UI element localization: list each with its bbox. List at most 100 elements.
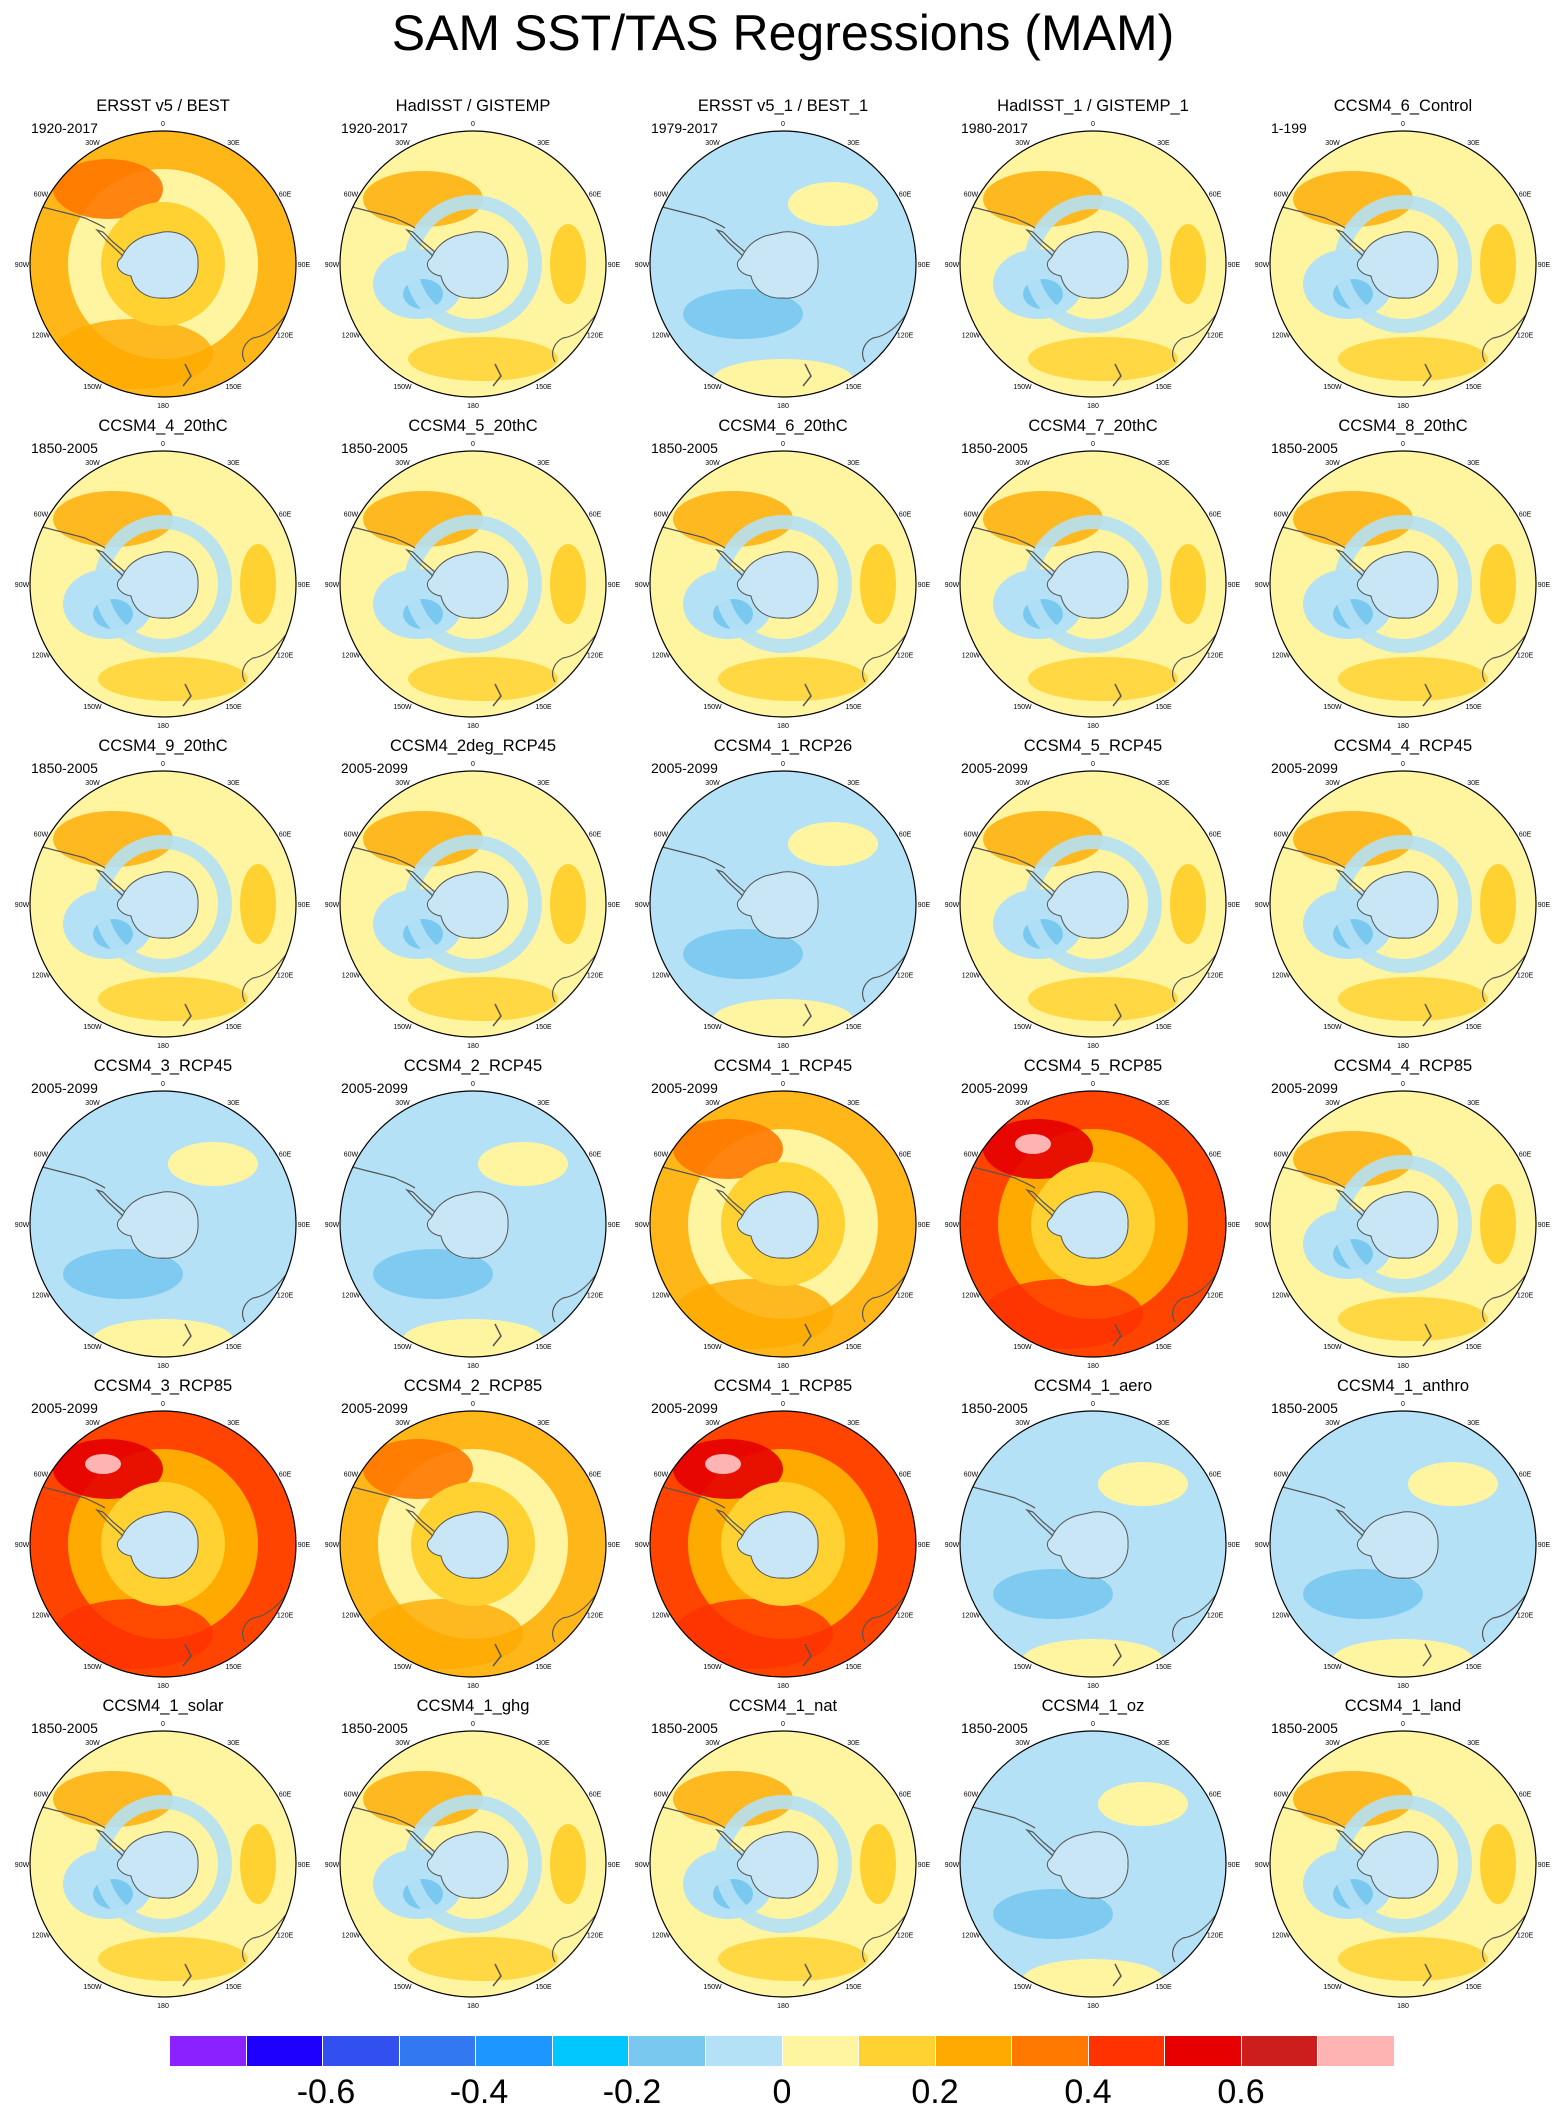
- longitude-label: 30W: [395, 140, 410, 147]
- longitude-label: 120W: [962, 653, 981, 660]
- longitude-label: 120E: [277, 653, 294, 660]
- period-label: 1920-2017: [31, 120, 98, 136]
- colorbar: [170, 2036, 1394, 2066]
- longitude-label: 0: [471, 1721, 475, 1728]
- longitude-label: 90E: [918, 1862, 931, 1869]
- longitude-label: 120W: [1272, 1293, 1291, 1300]
- longitude-label: 120E: [1517, 973, 1534, 980]
- longitude-label: 150E: [535, 1664, 552, 1671]
- longitude-label: 150E: [225, 1984, 242, 1991]
- longitude-label: 0: [1091, 121, 1095, 128]
- new-zealand-coastline: [802, 1643, 812, 1667]
- longitude-label: 90W: [945, 1542, 960, 1549]
- longitude-label: 90E: [918, 582, 931, 589]
- warm-anomaly-patch: [860, 544, 896, 624]
- australia-coastline: [551, 1263, 604, 1323]
- longitude-label: 150W: [1013, 1024, 1032, 1031]
- longitude-label: 60E: [899, 1152, 912, 1159]
- period-label: 1850-2005: [341, 1720, 408, 1736]
- longitude-label: 30W: [395, 460, 410, 467]
- warm-anomaly-patch: [673, 491, 793, 547]
- warm-anomaly-patch: [1338, 337, 1488, 381]
- south-america-coastline: [960, 523, 1036, 549]
- longitude-label: 120E: [587, 1933, 604, 1940]
- warm-anomaly-patch: [240, 544, 276, 624]
- warm-anomaly-patch: [860, 1824, 896, 1904]
- longitude-label: 0: [471, 761, 475, 768]
- longitude-label: 150W: [1013, 1344, 1032, 1351]
- panel-title: HadISST / GISTEMP: [395, 97, 551, 115]
- new-zealand-coastline: [492, 1963, 502, 1987]
- longitude-label: 150E: [535, 1024, 552, 1031]
- map-boundary-circle: [29, 1090, 297, 1358]
- warm-anomaly-patch: [713, 359, 853, 397]
- longitude-label: 150W: [1323, 384, 1342, 391]
- longitude-label: 120E: [587, 333, 604, 340]
- inner-anomaly-ring: [714, 1795, 852, 1933]
- longitude-label: 150E: [535, 1984, 552, 1991]
- panel-title: CCSM4_1_RCP26: [713, 737, 853, 755]
- longitude-label: 120W: [342, 333, 361, 340]
- extreme-anomaly-patch: [1015, 1134, 1051, 1154]
- panel-title: CCSM4_1_oz: [1041, 1697, 1145, 1715]
- map-boundary-circle: [29, 130, 297, 398]
- south-america-coastline: [650, 203, 726, 229]
- longitude-label: 90W: [635, 1222, 650, 1229]
- map-panel: CCSM4_3_RCP45 0 30E 60E 90E 120E 150E 180 150W 12…: [13, 1056, 313, 1374]
- longitude-label: 120W: [962, 1933, 981, 1940]
- longitude-label: 150E: [535, 1344, 552, 1351]
- antarctica-outline: [1356, 1511, 1439, 1579]
- panel-title: CCSM4_8_20thC: [1338, 417, 1468, 435]
- longitude-label: 90W: [1255, 1542, 1270, 1549]
- south-america-coastline: [960, 1803, 1036, 1829]
- antarctica-outline: [116, 551, 199, 619]
- longitude-label: 0: [471, 1401, 475, 1408]
- new-zealand-coastline: [492, 1643, 502, 1667]
- south-america-coastline: [960, 1483, 1036, 1509]
- longitude-label: 150E: [225, 384, 242, 391]
- longitude-label: 30E: [537, 1740, 550, 1747]
- longitude-label: 30W: [1325, 1740, 1340, 1747]
- cool-anomaly-patch: [373, 1249, 493, 1299]
- longitude-label: 120W: [1272, 1933, 1291, 1940]
- map-panel: CCSM4_4_RCP45 0 30E 60E 90E 120E 150E 180 150W 12…: [1253, 736, 1553, 1054]
- warm-anomaly-patch: [1293, 811, 1413, 867]
- antarctica-outline: [736, 1511, 819, 1579]
- australia-coastline: [1171, 303, 1224, 363]
- longitude-label: 60E: [1209, 1792, 1222, 1799]
- polar-map: 0 30E 60E 90E 120E 150E 180 150W 120W 90W 60W 30W: [15, 761, 311, 1050]
- period-label: 1920-2017: [341, 120, 408, 136]
- antarctic-peninsula-outline: [714, 228, 746, 257]
- warm-anomaly-patch: [240, 1824, 276, 1904]
- longitude-label: 60E: [279, 1792, 292, 1799]
- south-america-coastline: [30, 1803, 106, 1829]
- longitude-label: 90W: [1255, 1862, 1270, 1869]
- polar-map: 0 30E 60E 90E 120E 150E 180 150W 120W 90W 60W 30W: [325, 441, 621, 730]
- longitude-label: 30W: [1015, 140, 1030, 147]
- map-boundary-circle: [649, 130, 917, 398]
- longitude-label: 60W: [34, 192, 49, 199]
- warm-anomaly-patch: [1293, 1771, 1413, 1827]
- panel-title: CCSM4_4_20thC: [98, 417, 228, 435]
- new-zealand-coastline: [1112, 683, 1122, 707]
- longitude-label: 180: [777, 403, 789, 410]
- longitude-label: 180: [467, 2003, 479, 2010]
- south-america-coastline: [340, 1163, 416, 1189]
- antarctica-outline: [1046, 1191, 1129, 1259]
- longitude-label: 90W: [15, 1542, 30, 1549]
- longitude-label: 180: [157, 403, 169, 410]
- longitude-label: 120W: [342, 1293, 361, 1300]
- warm-anomaly-patch: [673, 1599, 833, 1669]
- polar-map: 0 30E 60E 90E 120E 150E 180 150W 120W 90W 60W 30W: [635, 1081, 931, 1370]
- new-zealand-coastline: [492, 683, 502, 707]
- longitude-label: 60W: [964, 832, 979, 839]
- longitude-label: 150W: [703, 1664, 722, 1671]
- new-zealand-coastline: [1422, 683, 1432, 707]
- longitude-label: 120W: [962, 973, 981, 980]
- warm-anomaly-patch: [673, 1771, 793, 1827]
- new-zealand-coastline: [802, 1963, 812, 1987]
- longitude-label: 180: [1397, 1363, 1409, 1370]
- longitude-label: 0: [471, 441, 475, 448]
- polar-map: 0 30E 60E 90E 120E 150E 180 150W 120W 90W 60W 30W: [1255, 1401, 1551, 1690]
- longitude-label: 180: [467, 1043, 479, 1050]
